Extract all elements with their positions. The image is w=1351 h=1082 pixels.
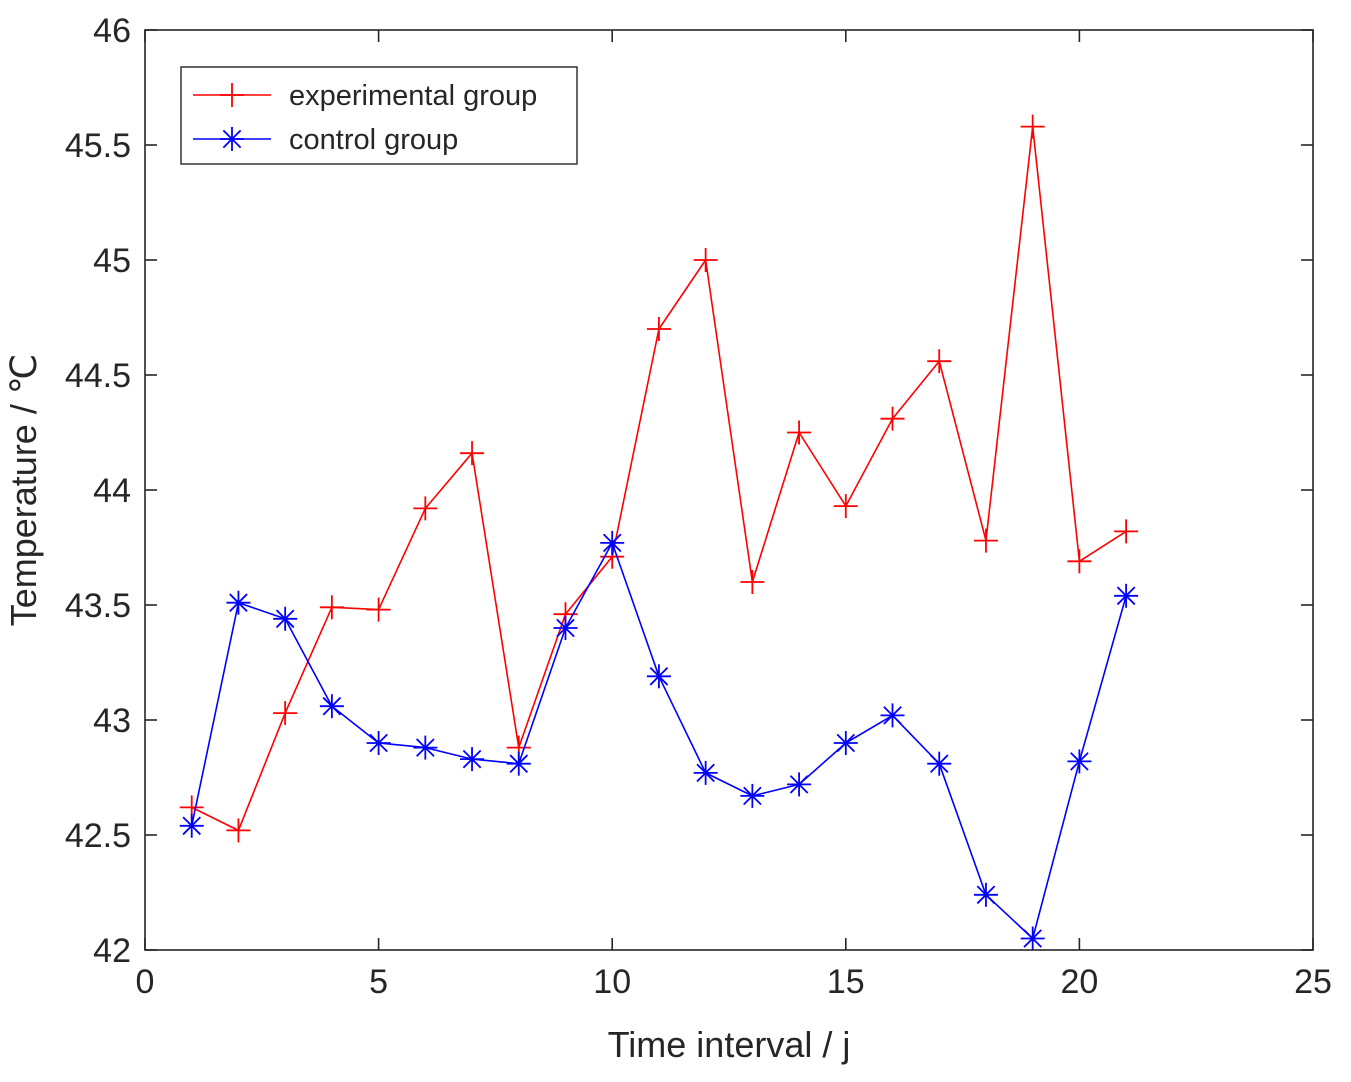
plot-area [145,30,1313,950]
data-point-control [1020,926,1045,951]
data-point-experimental [973,528,998,553]
data-point-control [600,530,625,555]
legend-marker-control [220,127,244,151]
legend-label-experimental: experimental group [289,80,537,112]
legend-box [180,66,578,165]
legend-plus-marker [220,83,244,107]
data-point-experimental [787,420,812,445]
y-tick-label: 42 [93,932,131,970]
data-point-control [553,616,578,640]
data-point-control [366,731,391,755]
x-tick-label: 15 [827,963,865,1001]
data-point-control [179,813,204,838]
data-point-control [787,772,812,797]
data-point-experimental [1020,114,1045,139]
x-tick-label: 0 [136,963,155,1001]
data-point-experimental [833,494,858,519]
x-tick-label: 20 [1060,963,1098,1001]
data-point-experimental [460,441,485,466]
y-tick-label: 45 [93,242,131,280]
y-tick-label: 43 [93,702,131,740]
data-point-control [273,606,298,631]
data-point-experimental [1067,549,1092,574]
data-point-experimental [646,317,671,341]
series-layer [179,114,1139,951]
series-control [179,530,1139,951]
data-point-experimental [413,496,438,521]
series-experimental [179,114,1139,843]
x-tick-label: 10 [593,963,631,1001]
x-tick-label: 25 [1294,963,1332,1001]
legend-label-control: control group [289,124,458,156]
data-point-control [226,590,251,615]
x-tick-label: 5 [369,963,388,1001]
data-point-experimental [880,406,905,431]
data-point-control [646,664,671,689]
data-point-control [319,694,344,719]
data-point-experimental [927,349,952,374]
data-point-experimental [319,595,344,620]
y-tick-label: 44 [93,472,131,510]
data-point-control [693,760,718,785]
y-tick-label: 46 [93,12,131,50]
data-point-experimental [740,570,765,594]
x-axis-label: Time interval / j [608,1024,851,1065]
y-tick-label: 42.5 [65,817,131,855]
data-point-experimental [366,597,391,622]
data-point-experimental [1114,519,1139,544]
data-point-control [833,731,858,755]
legend: experimental group control group [180,66,578,165]
y-tick-label: 45.5 [65,127,131,165]
data-point-control [413,735,438,760]
y-axis-label: Temperature / ℃ [3,354,44,627]
data-point-control [506,751,531,776]
data-point-control [460,747,485,772]
legend-marker-experimental [220,83,244,107]
y-tick-label: 43.5 [65,587,131,625]
data-point-experimental [273,701,298,726]
data-point-experimental [693,248,718,272]
data-point-control [1067,749,1092,774]
data-point-control [973,882,998,907]
data-point-experimental [226,818,251,843]
y-tick-label: 44.5 [65,357,131,395]
data-point-control [740,783,765,808]
legend-star-marker [220,127,244,151]
data-point-control [880,703,905,728]
data-point-control [1114,583,1139,608]
data-point-control [927,751,952,776]
tick-layer: 0 5 10 15 20 25 42 42.5 43 43.5 44 44.5 45 45.5 46 [65,12,1332,1001]
